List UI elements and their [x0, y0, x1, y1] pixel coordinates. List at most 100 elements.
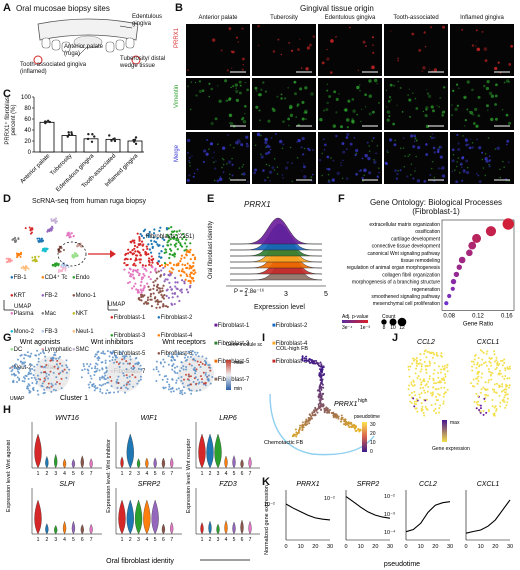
cell: [166, 378, 169, 381]
chart-c-ylabel: PRRX1⁺ fibroblast percent (%): [5, 95, 17, 145]
cell: [505, 383, 508, 386]
y-label: Expression level: Wnt receptor: [186, 439, 192, 514]
stain-dot: [326, 57, 330, 61]
stain-dot: [326, 155, 330, 159]
stain-dot: [424, 45, 427, 48]
micrograph-images: [186, 24, 514, 184]
go-term: collagen fibril organization: [382, 272, 440, 278]
data-point: [90, 140, 94, 143]
fibroblast-cell: [140, 295, 143, 299]
fibroblast-cell: [127, 271, 130, 274]
y-label: Expression level: Wnt agonist: [6, 439, 12, 512]
fibroblast-cell: [139, 232, 142, 236]
legend-d-left: ●FB-1 ●CD4⁺ Tc ●Endo●KRT ●FB-2 ●Mono-1●Plasm…: [10, 266, 104, 374]
x-tick-label: 20: [432, 544, 438, 550]
stain-dot: [296, 157, 299, 159]
violin: [214, 433, 222, 469]
cell: [489, 374, 492, 377]
stain-dot: [415, 140, 418, 142]
stain-dot: [466, 80, 470, 84]
stain-dot: [432, 109, 435, 113]
legend-text: Fibroblast-7: [217, 377, 250, 383]
stain-dot: [300, 146, 303, 149]
cell: [188, 363, 191, 366]
umap-cell: [14, 237, 17, 240]
panel-label-e: E: [207, 193, 215, 205]
stain-dot: [237, 41, 240, 43]
violin: [153, 457, 157, 469]
cell: [416, 364, 419, 367]
x-tick-label: 1: [37, 537, 40, 543]
stain-dot: [469, 111, 474, 115]
cell: [34, 378, 37, 381]
cell: [52, 371, 55, 374]
cell: [307, 416, 310, 419]
stain-dot: [414, 137, 417, 139]
stain-dot: [486, 79, 490, 84]
stain-dot: [213, 179, 216, 182]
x-tick-label: 3: [137, 471, 140, 477]
cell: [65, 364, 68, 367]
cell: [163, 361, 166, 364]
panel-label-g: G: [3, 332, 12, 344]
stain-dot: [455, 180, 459, 184]
cell: [419, 370, 422, 373]
cell: [163, 375, 166, 378]
fibroblast-cell: [193, 256, 197, 259]
fibroblast-cell: [156, 243, 159, 246]
stain-dot: [474, 107, 478, 111]
cell: [88, 365, 91, 368]
x-tick-label: 2: [129, 537, 132, 543]
stain-dot: [311, 180, 313, 182]
fibroblast-cell: [185, 238, 188, 241]
legend-text: CD4⁺ Tc: [44, 275, 68, 281]
cell: [495, 391, 498, 394]
cell: [479, 410, 482, 413]
cell: [419, 378, 422, 381]
stain-dot: [231, 157, 233, 160]
cell: [113, 354, 116, 357]
cell: [426, 390, 429, 393]
stain-dot: [487, 159, 491, 163]
cell: [444, 373, 447, 376]
stain-dot: [225, 99, 229, 102]
fibroblast-cell: [162, 303, 165, 306]
stain-dot: [441, 174, 446, 178]
stain-dot: [483, 84, 486, 88]
stain-dot: [216, 85, 219, 87]
x-tick-label: 10: [298, 544, 304, 550]
stain-dot: [231, 174, 234, 177]
legend-item: ●Endo: [72, 275, 90, 281]
cell: [33, 376, 36, 379]
cell: [170, 359, 173, 362]
cell: [426, 365, 429, 368]
y-tick-label: 10⁻³: [384, 512, 395, 518]
stain-dot: [490, 117, 494, 122]
fibroblast-cell: [171, 292, 174, 295]
cell: [111, 356, 114, 359]
cell: [442, 400, 445, 403]
cell: [97, 359, 100, 362]
cell: [442, 395, 445, 398]
stain-dot: [215, 160, 217, 162]
cell: [475, 392, 478, 395]
stain-dot: [312, 35, 316, 38]
go-term: tissue remodeling: [401, 258, 440, 264]
stain-dot: [387, 99, 391, 103]
cell: [306, 423, 309, 426]
fibroblast-cell: [184, 263, 187, 267]
stain-dot: [303, 147, 306, 150]
x-tick-label: 4: [225, 471, 228, 477]
stain-dot: [340, 125, 343, 129]
stain-dot: [222, 158, 225, 161]
cell: [187, 387, 190, 390]
cell: [47, 373, 50, 376]
x-tick-label: 2: [209, 471, 212, 477]
cell: [424, 391, 427, 394]
stain-dot: [332, 159, 335, 162]
stain-dot: [228, 97, 232, 100]
cell: [354, 429, 357, 432]
fibroblast-cell: [140, 240, 144, 243]
cell: [43, 352, 46, 355]
cell: [101, 375, 104, 378]
